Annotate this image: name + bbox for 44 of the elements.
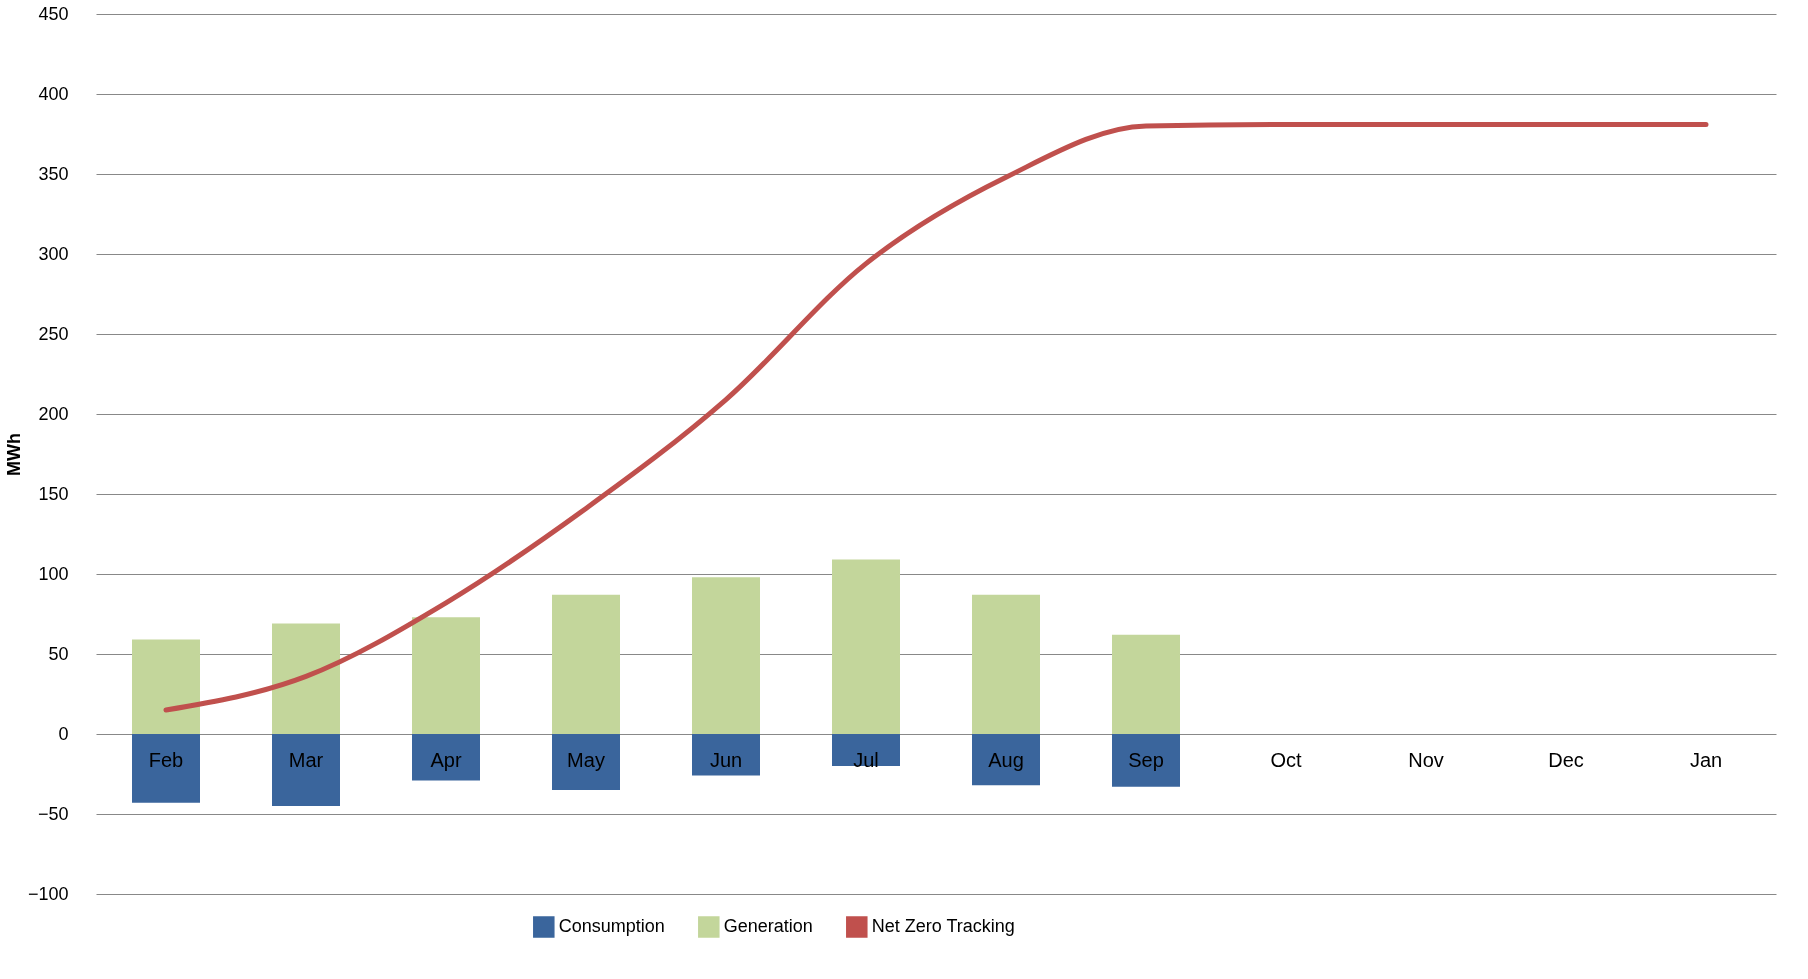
bar [1112,634,1180,734]
y-axis-title: MWh [3,433,24,476]
y-tick-label: 350 [38,163,69,184]
bar [692,734,760,776]
y-tick-label: −50 [37,803,69,824]
y-tick-label: 200 [38,403,69,424]
x-tick-label: Jan [1689,748,1723,771]
bar [832,559,900,734]
x-tick-label: Oct [1270,748,1302,771]
y-tick-label: 450 [38,3,69,24]
bar [132,734,200,803]
x-tick-label: Jun [709,748,743,771]
y-tick-label: 50 [48,643,69,664]
bar [552,594,620,734]
y-tick-label: 400 [38,83,69,104]
legend-label: Net Zero Tracking [871,916,1015,936]
legend-label: Generation [723,916,813,936]
bar [412,617,480,734]
bar [972,734,1040,786]
x-tick-label: Mar [288,748,324,771]
x-tick-label: Nov [1408,748,1444,771]
x-tick-label: Feb [148,748,184,771]
y-tick-label: 0 [58,723,69,744]
bar [972,594,1040,734]
y-tick-label: 300 [38,243,69,264]
y-tick-label: −100 [27,883,69,904]
x-tick-label: Aug [988,748,1024,771]
y-tick-label: 150 [38,483,69,504]
bar [552,734,620,790]
x-tick-label: Sep [1128,748,1164,771]
y-tick-label: 250 [38,323,69,344]
bar [272,623,340,734]
legend-label: Consumption [558,916,665,936]
x-tick-label: Apr [430,748,462,771]
bar [132,639,200,734]
x-tick-label: Jul [853,748,879,771]
bar [1112,734,1180,787]
x-tick-label: May [567,748,605,771]
bar [272,734,340,806]
bar [832,734,900,766]
bar [692,577,760,734]
y-tick-label: 100 [38,563,69,584]
bar [412,734,480,781]
x-tick-label: Dec [1548,748,1584,771]
